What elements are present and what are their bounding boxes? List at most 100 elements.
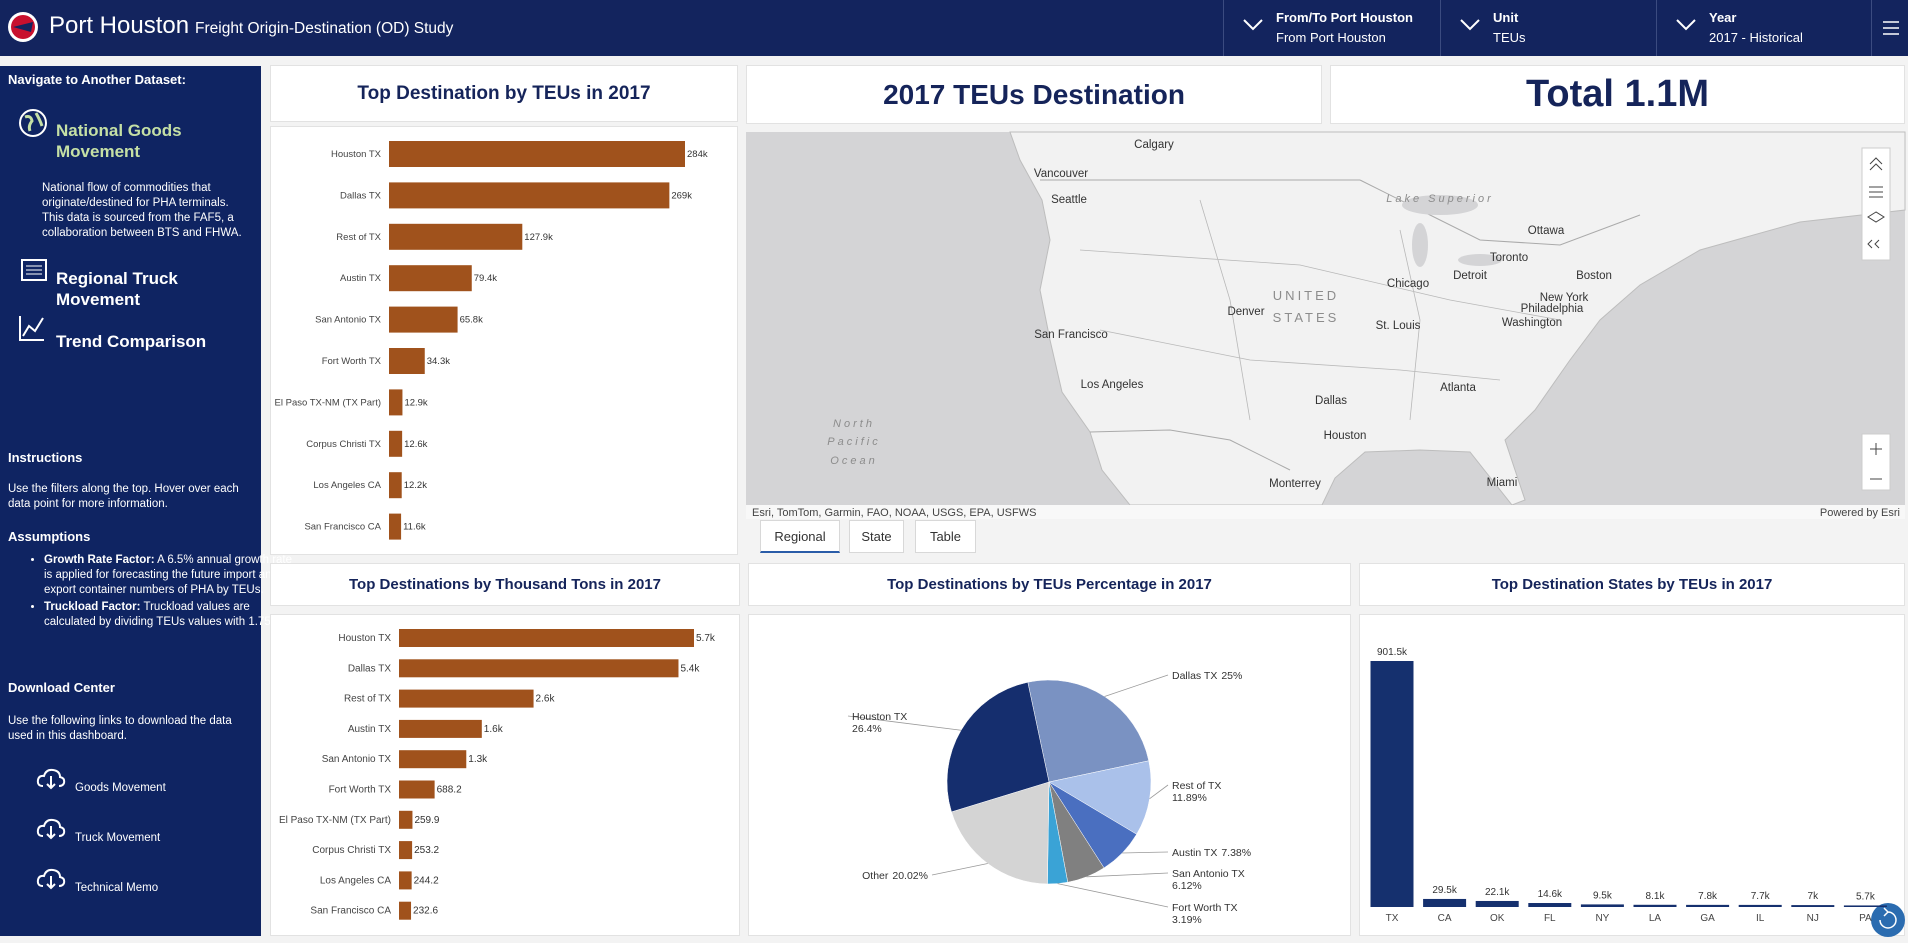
- leader-line: [931, 863, 988, 876]
- map-label: Pacific: [827, 436, 880, 448]
- value-label: 127.9k: [524, 232, 553, 243]
- map-label: Lake Superior: [1386, 193, 1494, 205]
- bar: [1580, 904, 1624, 907]
- slice-value: 11.89%: [1172, 792, 1207, 804]
- map-controls[interactable]: [1861, 147, 1891, 491]
- bar: [399, 810, 413, 829]
- leader-line: [1104, 674, 1169, 697]
- tab[interactable]: Regional: [760, 520, 840, 553]
- value-label: 12.9k: [404, 397, 427, 408]
- menu-button[interactable]: [1871, 0, 1908, 56]
- slice-label: Rest of TX 11.89%: [1172, 780, 1221, 804]
- bar: [1738, 904, 1782, 907]
- value-label: 14.6k: [1538, 889, 1563, 900]
- map-label: Ocean: [830, 455, 877, 467]
- map-label: Los Angeles: [1081, 379, 1144, 391]
- slice-label: Fort Worth TX 3.19%: [1172, 902, 1238, 926]
- filter-unit[interactable]: Unit TEUs: [1440, 0, 1656, 56]
- pie-slice: [946, 681, 1050, 813]
- map-label: Atlanta: [1440, 382, 1476, 394]
- category-label: San Francisco CA: [304, 522, 381, 533]
- slice-value: 26.4%: [852, 723, 882, 735]
- category-label: Dallas TX: [340, 190, 382, 201]
- sidebar: Navigate to Another Dataset: National Go…: [0, 66, 292, 936]
- assumption-text: Truckload values are calculated by divid…: [44, 601, 274, 628]
- value-label: 34.3k: [427, 356, 450, 367]
- leader-line: [847, 715, 962, 731]
- logo: [8, 12, 38, 42]
- map-attribution: Esri, TomTom, Garmin, FAO, NOAA, USGS, E…: [752, 507, 1036, 519]
- filter-year[interactable]: Year 2017 - Historical: [1656, 0, 1871, 56]
- leader-line: [1122, 851, 1169, 854]
- app-subtitle: Freight Origin-Destination (OD) Study: [195, 20, 454, 37]
- bar: [1423, 898, 1467, 907]
- download-link[interactable]: Truck Movement: [75, 832, 161, 844]
- filter-value: TEUs: [1493, 30, 1526, 45]
- slice-label: Austin TX 7.38%: [1172, 847, 1251, 859]
- tab[interactable]: State: [849, 520, 904, 553]
- value-label: 9.5k: [1593, 890, 1613, 901]
- tab[interactable]: Table: [915, 520, 976, 553]
- slice-label: San Antonio TX 6.12%: [1172, 868, 1245, 892]
- value-label: 269k: [671, 190, 692, 201]
- bar: [389, 223, 523, 250]
- category-label: OK: [1490, 913, 1505, 924]
- map-label: Vancouver: [1034, 168, 1088, 180]
- map-label: Boston: [1576, 270, 1612, 282]
- slice-name: Other: [862, 870, 889, 882]
- slice-name: Dallas TX: [1172, 670, 1217, 682]
- category-label: LA: [1649, 913, 1662, 924]
- bar: [389, 348, 425, 374]
- value-label: 284k: [687, 149, 708, 160]
- bar: [399, 659, 679, 678]
- category-label: Corpus Christi TX: [306, 439, 381, 450]
- value-label: 901.5k: [1377, 647, 1408, 658]
- assumption: Truckload Factor: Truckload values are c…: [44, 600, 297, 630]
- nav-item[interactable]: Regional Truck Movement: [56, 269, 178, 309]
- leader-line: [1057, 883, 1169, 908]
- category-label: San Antonio TX: [322, 754, 392, 765]
- bar: [399, 841, 413, 860]
- slice-value: 25%: [1221, 670, 1242, 682]
- leader-line: [1149, 784, 1169, 799]
- bar: [1686, 904, 1730, 907]
- category-label: Los Angeles CA: [313, 480, 381, 491]
- nav-item[interactable]: Trend Comparison: [56, 332, 207, 351]
- category-label: Rest of TX: [344, 694, 391, 705]
- total-kpi: Total 1.1M: [1330, 65, 1905, 124]
- section-title: Assumptions: [8, 529, 91, 544]
- filter-label: Unit: [1493, 10, 1519, 25]
- download-link[interactable]: Goods Movement: [75, 782, 166, 794]
- bar: [1633, 904, 1677, 907]
- bar: [389, 513, 402, 540]
- map-label: North: [833, 418, 875, 430]
- category-label: El Paso TX-NM (TX Part): [279, 815, 391, 826]
- map-label: Dallas: [1315, 395, 1347, 407]
- value-label: 12.6k: [404, 439, 427, 450]
- value-label: 5.7k: [696, 633, 716, 644]
- map-label: Seattle: [1051, 194, 1087, 206]
- map-label: San Francisco: [1034, 329, 1108, 341]
- value-label: 5.7k: [1856, 891, 1876, 902]
- slice-label: Dallas TX 25%: [1172, 670, 1242, 682]
- filter-origin[interactable]: From/To Port Houston From Port Houston: [1223, 0, 1440, 56]
- map-label: Miami: [1487, 477, 1518, 489]
- refresh-button[interactable]: [1871, 903, 1905, 937]
- category-label: San Francisco CA: [310, 906, 391, 917]
- slice-value: 20.02%: [892, 870, 928, 882]
- pie-slice: [1027, 679, 1150, 783]
- value-label: 7.8k: [1698, 891, 1718, 902]
- download-link[interactable]: Technical Memo: [75, 882, 159, 894]
- bar: [399, 750, 467, 769]
- nav-description: National flow of commodities that origin…: [42, 182, 242, 239]
- category-label: Rest of TX: [336, 232, 381, 243]
- value-label: 65.8k: [460, 315, 483, 326]
- bar: [389, 472, 402, 499]
- nav-item[interactable]: National Goods Movement: [56, 121, 182, 161]
- filter-label: Year: [1709, 10, 1737, 25]
- map-label: Washington: [1502, 317, 1562, 329]
- value-label: 259.9: [414, 815, 439, 826]
- map-label: Detroit: [1453, 270, 1488, 282]
- map-label: STATES: [1273, 310, 1340, 325]
- bar: [399, 689, 534, 708]
